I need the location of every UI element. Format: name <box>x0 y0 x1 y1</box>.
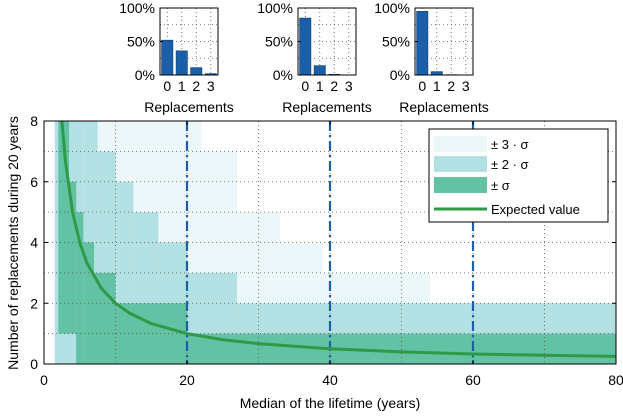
inset-category-label: 2 <box>192 78 200 94</box>
y-tick-label: 2 <box>30 295 38 311</box>
y-tick-label: 6 <box>30 174 38 190</box>
inset-y-tick-label: 0% <box>390 67 410 83</box>
inset-category-label: 0 <box>163 78 171 94</box>
inset-y-tick-label: 50% <box>127 34 155 50</box>
inset-y-tick-label: 100% <box>374 0 410 16</box>
inset-bar <box>417 11 428 75</box>
inset-category-label: 0 <box>301 78 309 94</box>
legend-swatch-sigma3 <box>434 136 487 152</box>
inset-bar <box>176 51 187 75</box>
legend-label-sigma2: ± 2 · σ <box>491 157 529 172</box>
x-tick-label: 40 <box>322 372 338 388</box>
x-axis-label: Median of the lifetime (years) <box>240 395 421 411</box>
band-sigma1-step <box>94 273 115 364</box>
x-tick-label: 60 <box>465 372 481 388</box>
inset-bar <box>300 18 311 75</box>
y-tick-label: 4 <box>30 235 38 251</box>
legend-label-sigma3: ± 3 · σ <box>491 137 529 152</box>
inset-y-tick-label: 50% <box>382 34 410 50</box>
y-tick-label: 8 <box>30 113 38 129</box>
inset-category-label: 1 <box>178 78 186 94</box>
inset-category-label: 1 <box>433 78 441 94</box>
legend-label-expected: Expected value <box>491 202 580 217</box>
y-axis-label: Number of replacements during 20 years <box>5 116 21 370</box>
inset-y-tick-label: 50% <box>265 34 293 50</box>
legend-label-sigma1: ± σ <box>491 178 510 193</box>
inset-y-tick-label: 100% <box>119 0 155 16</box>
inset-x-axis-label: Replacements <box>282 99 372 115</box>
inset-x-axis-label: Replacements <box>144 99 234 115</box>
inset-y-tick-label: 0% <box>273 67 293 83</box>
inset-category-label: 0 <box>418 78 426 94</box>
band-sigma1-step <box>187 334 616 364</box>
x-tick-label: 20 <box>179 372 195 388</box>
inset-category-label: 3 <box>207 78 215 94</box>
inset-y-tick-label: 0% <box>135 67 155 83</box>
y-tick-label: 0 <box>30 356 38 372</box>
inset-y-tick-label: 100% <box>257 0 293 16</box>
inset-category-label: 1 <box>316 78 324 94</box>
inset-category-label: 3 <box>345 78 353 94</box>
inset-category-label: 2 <box>447 78 455 94</box>
inset-category-label: 2 <box>330 78 338 94</box>
inset-category-label: 3 <box>462 78 470 94</box>
inset-bar <box>191 68 202 75</box>
legend: ± 3 · σ ± 2 · σ ± σ Expected value <box>429 129 608 222</box>
x-tick-label: 0 <box>40 372 48 388</box>
legend-swatch-sigma1 <box>434 177 487 193</box>
inset-x-axis-label: Replacements <box>399 99 489 115</box>
inset-bar <box>314 66 325 75</box>
x-tick-label: 80 <box>608 372 623 388</box>
inset-bar <box>162 40 173 75</box>
legend-swatch-sigma2 <box>434 156 487 172</box>
inset-bar <box>431 72 442 75</box>
